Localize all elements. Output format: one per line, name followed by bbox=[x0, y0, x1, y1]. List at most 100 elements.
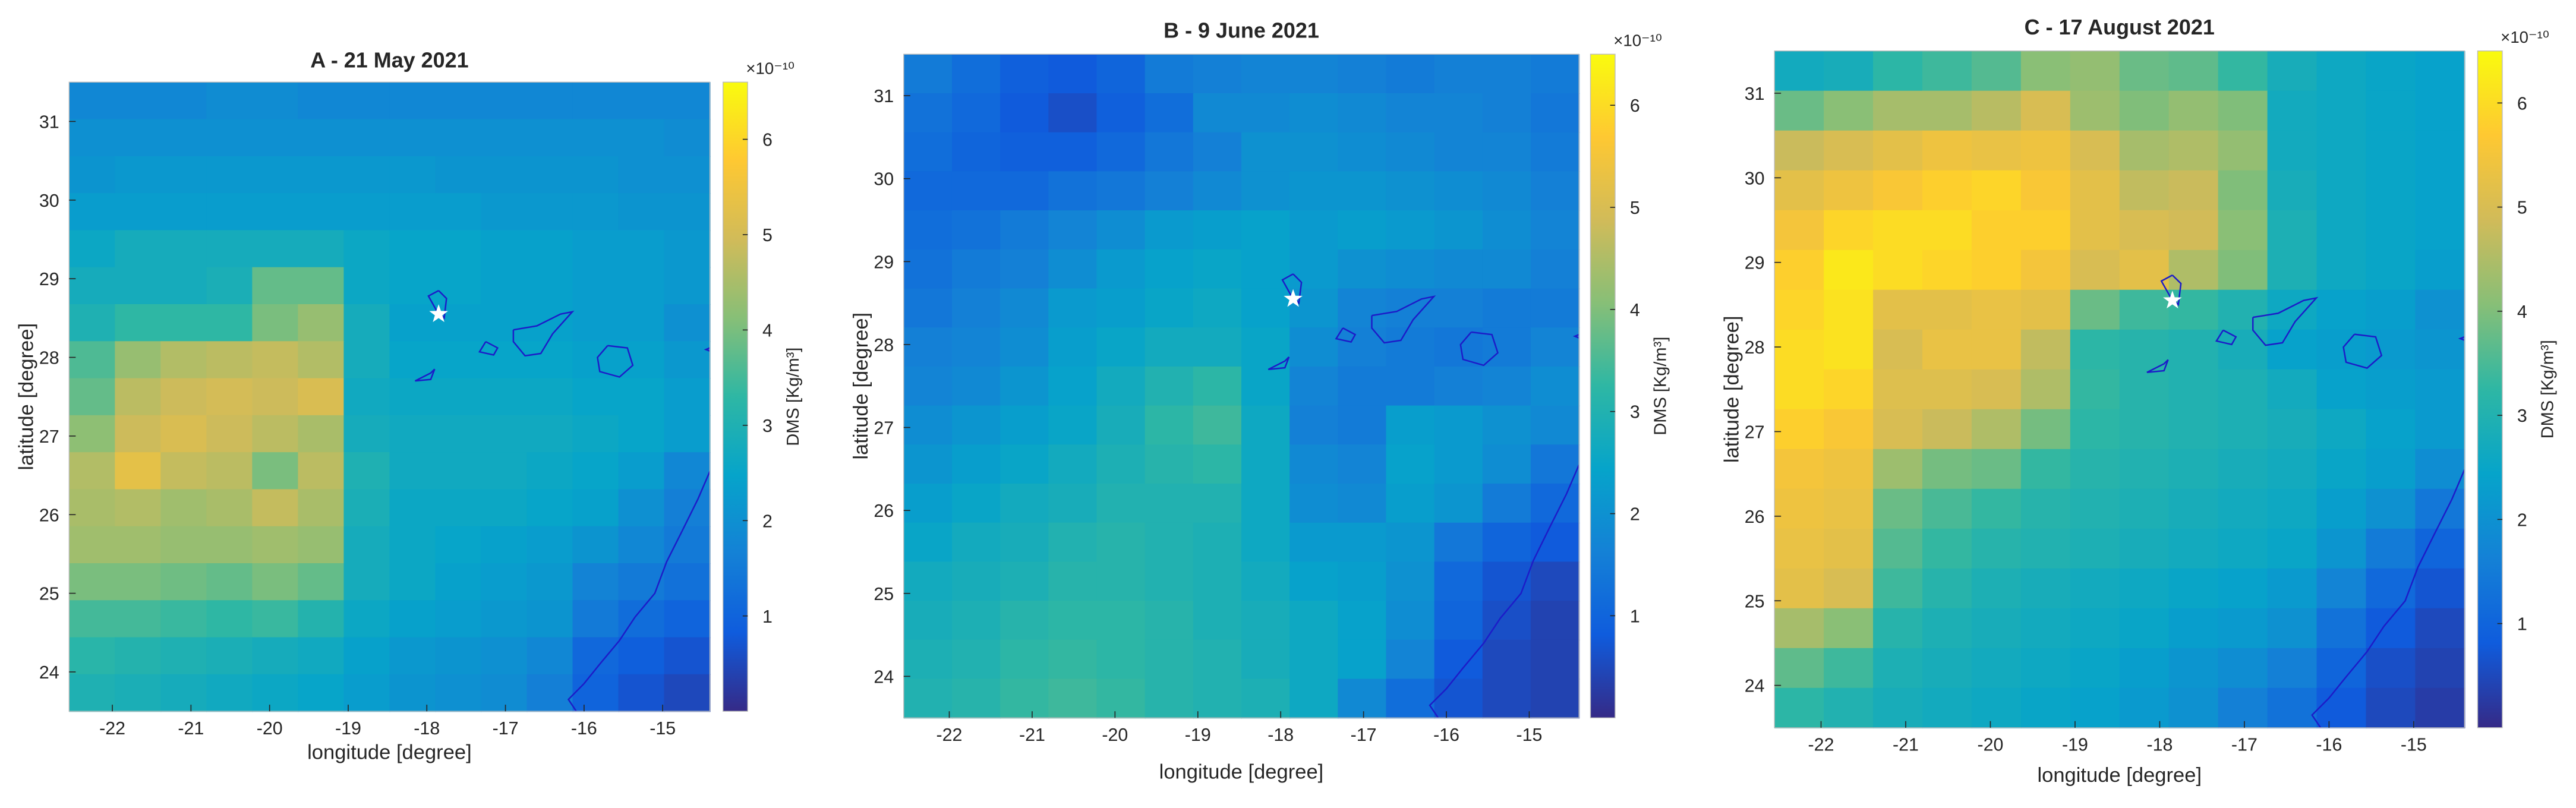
heat-cell bbox=[1482, 54, 1532, 94]
heat-cell bbox=[2218, 50, 2268, 91]
x-axis-label: longitude [degree] bbox=[2037, 764, 2202, 787]
heat-cell bbox=[951, 249, 1001, 289]
heat-cell bbox=[1824, 170, 1874, 211]
heat-cell bbox=[1096, 54, 1146, 94]
heat-cell bbox=[572, 82, 619, 120]
heat-cell bbox=[2020, 130, 2071, 171]
panel: -22 -21 -20 -19 -18 -17 -16 -152425262728293031… bbox=[850, 18, 1670, 784]
heat-cell bbox=[1971, 409, 2022, 450]
heat-cell bbox=[1774, 369, 1825, 410]
heat-cell bbox=[618, 415, 665, 453]
heat-cell bbox=[1971, 687, 2022, 728]
heat-cell bbox=[252, 600, 299, 638]
heat-cell bbox=[1434, 522, 1483, 563]
colorbar-tick-label: 6 bbox=[1630, 96, 1640, 116]
heat-cell bbox=[1482, 210, 1532, 250]
heat-cell bbox=[1774, 409, 1825, 450]
heat-cell bbox=[1289, 601, 1339, 640]
heat-cell bbox=[903, 522, 953, 563]
heat-cell bbox=[1873, 409, 1924, 450]
heat-cell bbox=[1241, 678, 1291, 719]
heat-cell bbox=[481, 119, 528, 157]
heat-cell bbox=[1000, 210, 1049, 250]
heat-cell bbox=[1193, 678, 1243, 719]
y-tick-label: 27 bbox=[1745, 422, 1765, 443]
heat-cell bbox=[1971, 608, 2022, 649]
heat-cell bbox=[435, 378, 482, 416]
heat-cell bbox=[1386, 54, 1435, 94]
colorbar-tick-label: 6 bbox=[762, 130, 773, 150]
heat-cell bbox=[1774, 568, 1825, 609]
heat-cell bbox=[951, 561, 1001, 602]
heat-cell bbox=[1824, 130, 1874, 171]
heat-cell bbox=[2415, 170, 2465, 211]
heat-cell bbox=[1048, 93, 1098, 133]
heat-cell bbox=[1338, 210, 1387, 250]
heat-cell bbox=[1144, 171, 1194, 212]
heat-cell bbox=[481, 674, 528, 712]
heat-cell bbox=[2316, 170, 2367, 211]
heat-cell bbox=[951, 210, 1001, 250]
heat-cell bbox=[1434, 54, 1483, 94]
heat-cell bbox=[1971, 449, 2022, 490]
heat-cell bbox=[2070, 488, 2120, 529]
heat-cell bbox=[1922, 210, 1973, 251]
heat-cell bbox=[1434, 132, 1483, 172]
heat-cell bbox=[2316, 528, 2367, 569]
x-axis-label: longitude [degree] bbox=[1159, 761, 1324, 784]
heat-cell bbox=[298, 563, 345, 601]
heat-cell bbox=[160, 452, 207, 490]
heat-cell bbox=[2316, 50, 2367, 91]
heat-cell bbox=[1922, 369, 1973, 410]
heat-cell bbox=[1338, 639, 1387, 680]
heat-cell bbox=[1922, 90, 1973, 131]
heat-cell bbox=[435, 82, 482, 120]
heat-cell bbox=[951, 483, 1001, 523]
colorbar-tick-label: 2 bbox=[2517, 510, 2527, 530]
heat-cell bbox=[572, 341, 619, 379]
coastline bbox=[1429, 464, 1579, 718]
heat-cell bbox=[664, 119, 711, 157]
heat-cell bbox=[2366, 90, 2416, 131]
heat-cell bbox=[1824, 648, 1874, 689]
heat-cell bbox=[2070, 568, 2120, 609]
heat-cell bbox=[1434, 405, 1483, 446]
heat-cell bbox=[1774, 648, 1825, 689]
location-marker bbox=[429, 304, 448, 323]
heat-cell bbox=[2316, 488, 2367, 529]
heat-cell bbox=[252, 230, 299, 268]
heat-cell bbox=[298, 304, 345, 342]
heat-cell bbox=[2316, 687, 2367, 728]
coastline bbox=[597, 345, 634, 378]
heat-cell bbox=[1434, 171, 1483, 212]
heat-cell bbox=[572, 156, 619, 194]
y-tick-label: 25 bbox=[1745, 591, 1765, 611]
heat-cell bbox=[1338, 366, 1387, 406]
colorbar-tick-label: 1 bbox=[762, 607, 773, 627]
colorbar-tick-label: 3 bbox=[762, 416, 773, 436]
heat-cell bbox=[2020, 528, 2071, 569]
chart-title: C - 17 August 2021 bbox=[2025, 15, 2215, 39]
heat-cell bbox=[298, 378, 345, 416]
axes-frame bbox=[68, 81, 711, 712]
heat-cell bbox=[1434, 678, 1483, 719]
heat-cell bbox=[618, 637, 665, 675]
heat-cell bbox=[1482, 561, 1532, 602]
heat-cell bbox=[206, 489, 253, 527]
heat-cell bbox=[618, 341, 665, 379]
heat-cell bbox=[1193, 483, 1243, 523]
heat-cell bbox=[2168, 528, 2219, 569]
heat-cell bbox=[1048, 54, 1098, 94]
axes-frame bbox=[1774, 50, 2465, 728]
heat-cell bbox=[481, 526, 528, 564]
heat-cell bbox=[2119, 210, 2170, 251]
heat-cell bbox=[1873, 50, 1924, 91]
heat-cell bbox=[2070, 449, 2120, 490]
heat-cell bbox=[1144, 444, 1194, 485]
heat-cell bbox=[252, 415, 299, 453]
heat-cell bbox=[206, 415, 253, 453]
heat-cell bbox=[1971, 90, 2022, 131]
heat-cell bbox=[1971, 329, 2022, 370]
heat-cell bbox=[69, 637, 116, 675]
heat-cell bbox=[2168, 409, 2219, 450]
